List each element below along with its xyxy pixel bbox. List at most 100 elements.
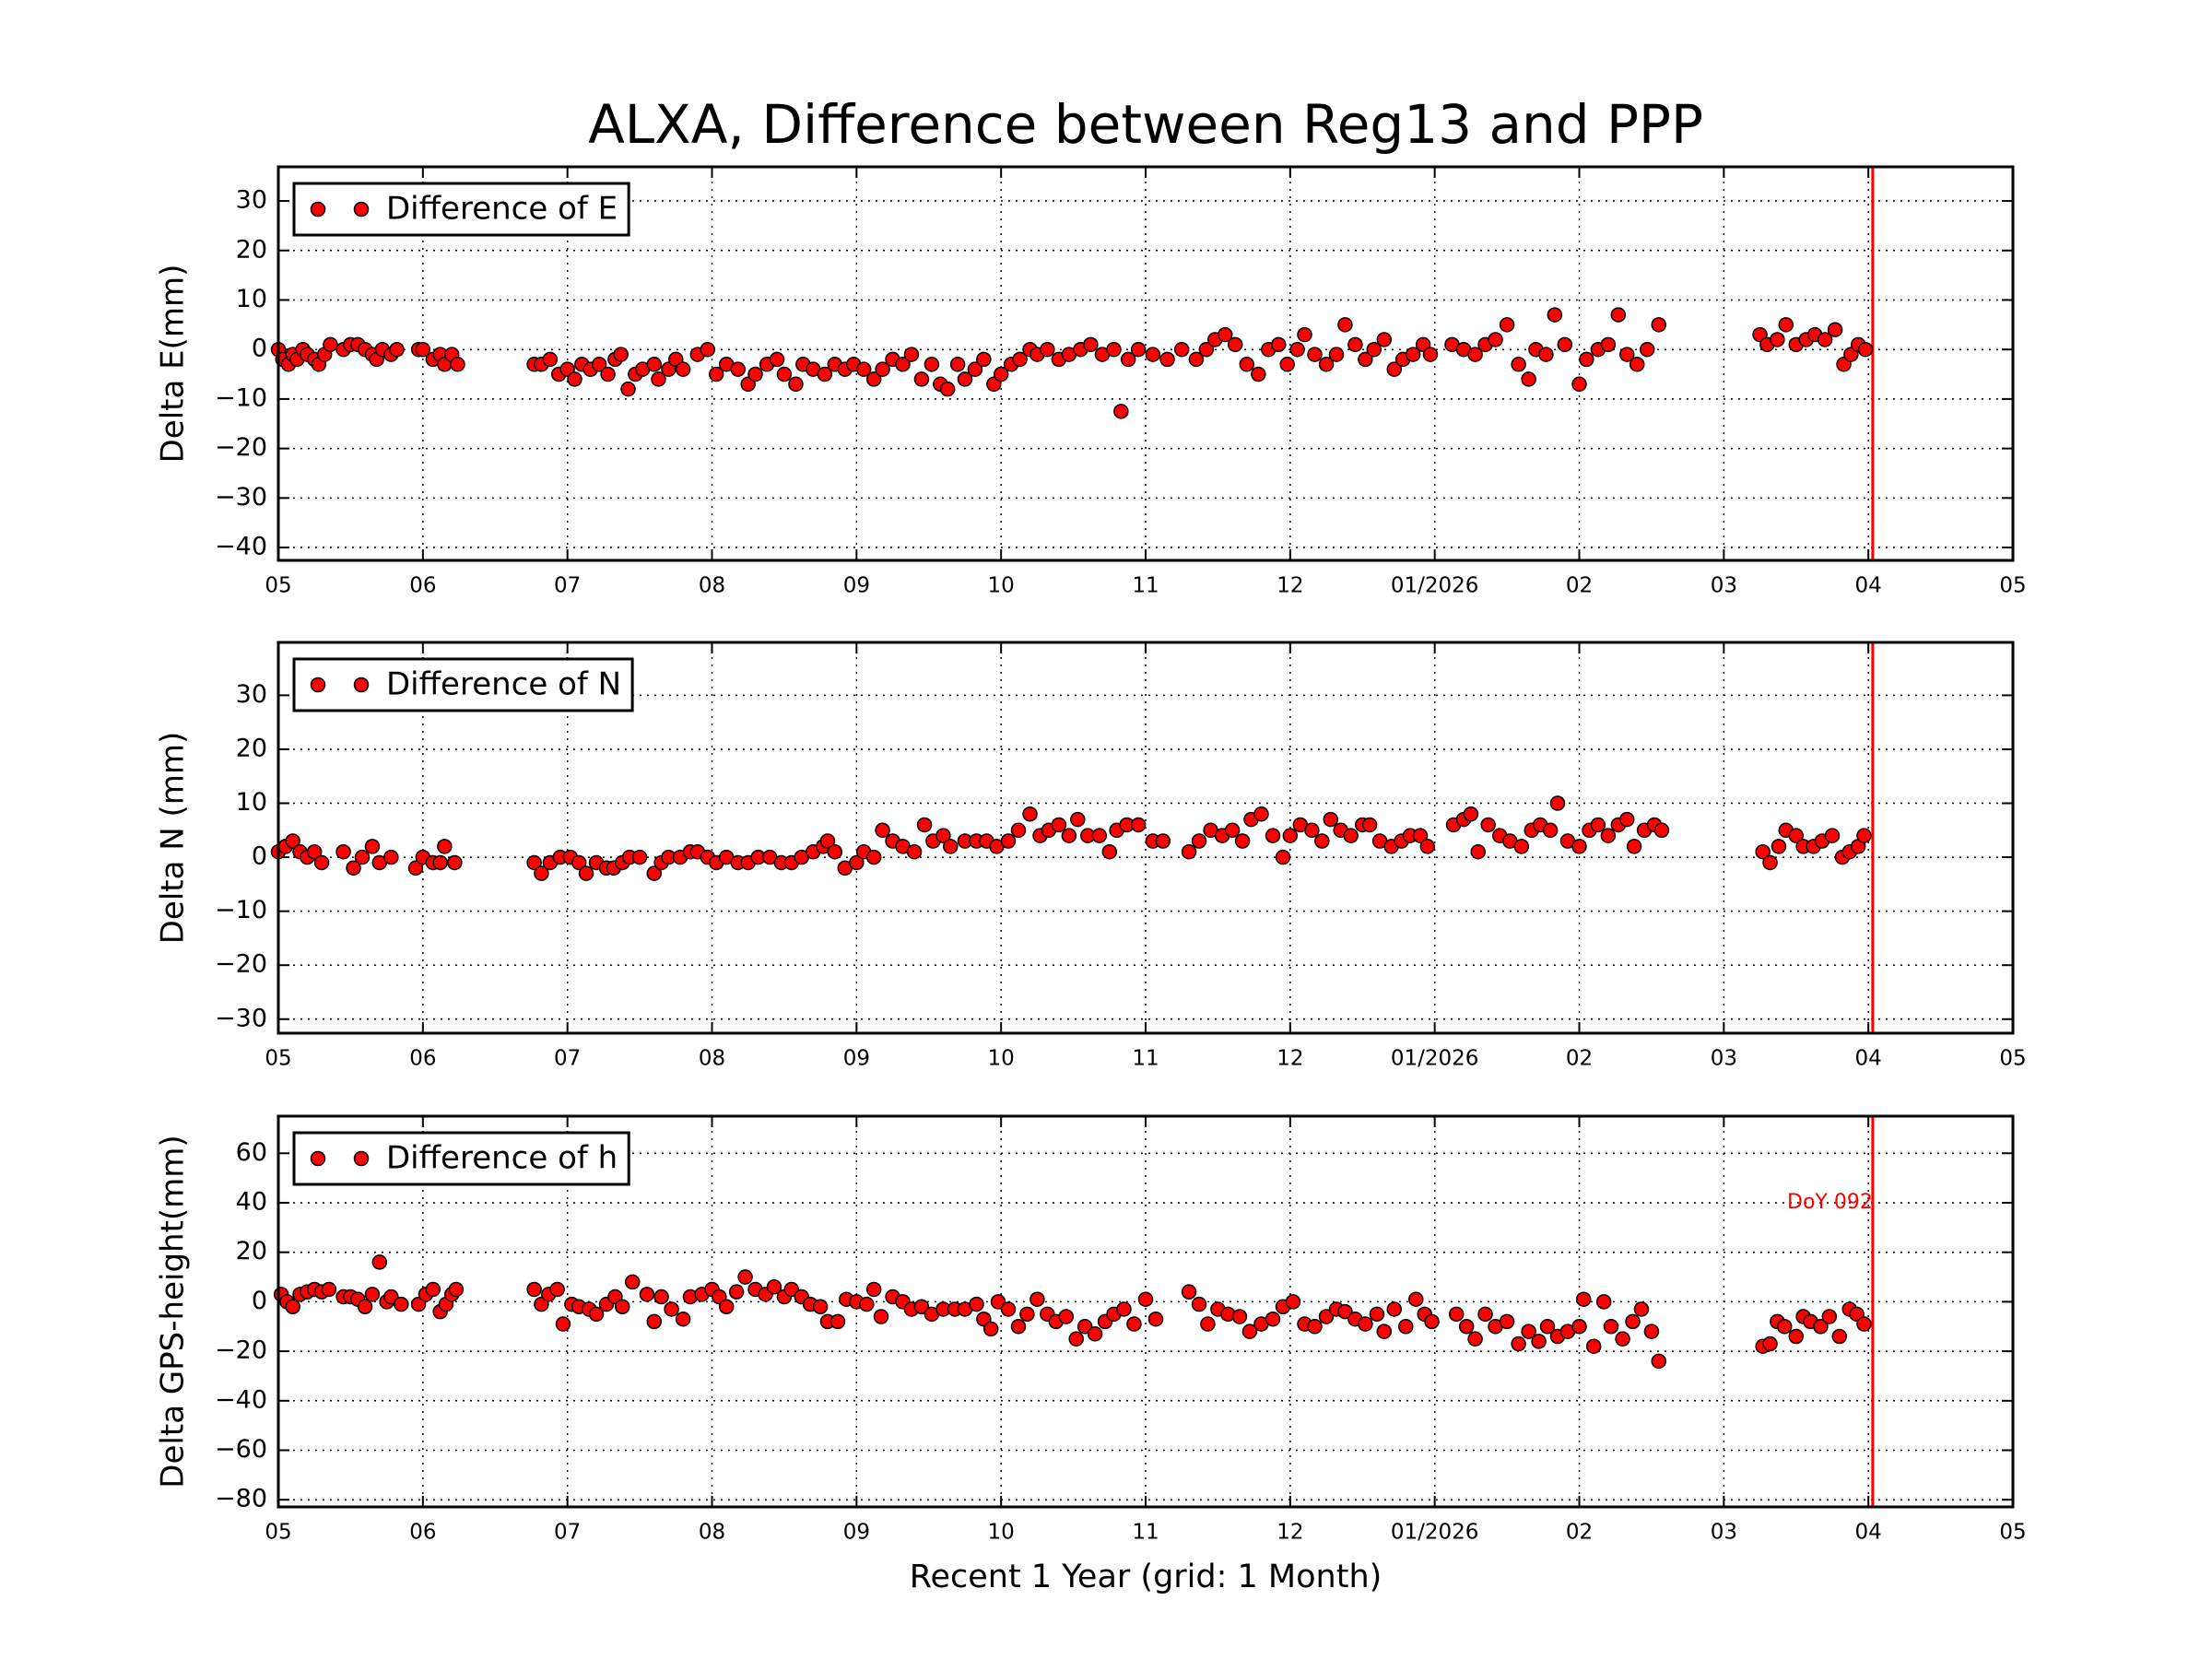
data-point bbox=[1817, 332, 1833, 347]
y-tick-label: −40 bbox=[215, 1385, 267, 1414]
data-point bbox=[993, 366, 1009, 382]
data-point bbox=[1626, 839, 1642, 854]
data-point bbox=[1181, 843, 1197, 860]
data-point bbox=[1653, 822, 1670, 839]
data-point bbox=[1633, 1301, 1650, 1317]
data-point bbox=[1000, 833, 1017, 849]
data-point bbox=[364, 1287, 381, 1302]
x-tick-label: 07 bbox=[554, 1521, 581, 1545]
data-point bbox=[1398, 1318, 1414, 1335]
data-point bbox=[924, 357, 940, 372]
data-point bbox=[549, 1281, 565, 1298]
legend: Difference of N bbox=[292, 657, 634, 712]
data-point bbox=[1297, 326, 1312, 343]
data-point bbox=[976, 351, 992, 368]
data-point bbox=[1619, 347, 1635, 362]
data-point bbox=[1234, 833, 1251, 849]
data-point bbox=[450, 357, 465, 372]
data-point bbox=[335, 843, 351, 860]
y-tick-label: 30 bbox=[236, 680, 267, 709]
x-tick-label: 04 bbox=[1855, 1047, 1882, 1071]
data-point bbox=[1521, 1324, 1536, 1339]
data-point bbox=[1271, 336, 1287, 353]
data-point bbox=[1323, 811, 1338, 828]
data-point bbox=[1314, 833, 1330, 849]
x-tick-label: 01/2026 bbox=[1391, 1521, 1479, 1545]
data-point bbox=[700, 341, 716, 358]
legend-marker bbox=[310, 677, 326, 693]
data-point bbox=[1547, 307, 1563, 323]
x-tick-label: 02 bbox=[1566, 574, 1593, 598]
data-point bbox=[1499, 317, 1515, 333]
x-tick-label: 11 bbox=[1132, 574, 1159, 598]
data-point bbox=[1595, 1294, 1612, 1310]
x-tick-label: 05 bbox=[1999, 1047, 2026, 1071]
data-point bbox=[1113, 404, 1129, 419]
y-tick-label: −20 bbox=[215, 433, 267, 462]
data-point bbox=[730, 361, 746, 377]
data-point bbox=[1358, 351, 1373, 368]
data-point bbox=[624, 1274, 641, 1290]
data-point bbox=[830, 1313, 846, 1330]
data-point bbox=[1422, 347, 1439, 362]
data-point bbox=[389, 341, 405, 358]
data-point bbox=[1813, 1318, 1829, 1335]
data-point bbox=[437, 839, 453, 854]
data-point bbox=[1198, 341, 1215, 358]
data-point bbox=[1448, 1306, 1465, 1323]
data-point bbox=[1549, 795, 1566, 811]
data-point bbox=[913, 1299, 930, 1315]
data-point bbox=[1051, 817, 1067, 833]
x-tick-label: 07 bbox=[554, 574, 581, 598]
x-tick-label: 05 bbox=[265, 1521, 291, 1545]
data-point bbox=[865, 1281, 882, 1298]
plot-frame bbox=[276, 165, 2015, 562]
data-point bbox=[394, 1296, 409, 1312]
x-tick-label: 10 bbox=[988, 1521, 1015, 1545]
legend-box bbox=[292, 657, 634, 712]
data-point bbox=[1126, 1316, 1142, 1332]
data-point bbox=[1755, 843, 1771, 860]
data-point bbox=[1467, 347, 1483, 362]
data-point bbox=[1499, 1313, 1515, 1330]
data-point bbox=[1513, 839, 1530, 854]
data-point bbox=[1600, 828, 1617, 843]
x-tick-label: 04 bbox=[1855, 574, 1882, 598]
data-point bbox=[1265, 828, 1281, 843]
y-tick-label: −10 bbox=[215, 383, 267, 412]
data-point bbox=[357, 1299, 373, 1315]
data-point bbox=[1762, 1335, 1778, 1352]
data-point bbox=[1159, 351, 1175, 368]
data-point bbox=[1155, 833, 1171, 849]
data-point bbox=[1366, 341, 1382, 358]
data-point bbox=[747, 366, 763, 382]
legend-marker bbox=[353, 201, 370, 218]
data-point bbox=[534, 865, 549, 881]
data-point bbox=[447, 854, 463, 871]
x-tick-label: 09 bbox=[843, 574, 870, 598]
data-point bbox=[1289, 341, 1305, 358]
data-point bbox=[1629, 357, 1645, 372]
data-point bbox=[1477, 1306, 1493, 1323]
data-point bbox=[873, 1309, 889, 1324]
data-point bbox=[1619, 811, 1635, 828]
x-tick-label: 12 bbox=[1277, 1047, 1303, 1071]
x-axis-label: Recent 1 Year (grid: 1 Month) bbox=[910, 1559, 1382, 1595]
data-point bbox=[903, 347, 920, 362]
data-point bbox=[1625, 1313, 1641, 1330]
x-tick-label: 06 bbox=[409, 1047, 436, 1071]
y-tick-label: 0 bbox=[252, 842, 267, 871]
data-point bbox=[776, 366, 793, 382]
data-point bbox=[1585, 1338, 1602, 1354]
data-point bbox=[1386, 361, 1403, 377]
data-point bbox=[285, 1299, 300, 1315]
legend: Difference of E bbox=[292, 182, 630, 237]
x-tick-label: 01/2026 bbox=[1391, 574, 1479, 598]
y-tick-label: 10 bbox=[236, 788, 267, 817]
legend-marker bbox=[353, 677, 370, 693]
data-point bbox=[849, 854, 865, 871]
legend-label: Difference of h bbox=[386, 1140, 618, 1177]
data-point bbox=[1318, 357, 1335, 372]
data-point bbox=[600, 366, 616, 382]
